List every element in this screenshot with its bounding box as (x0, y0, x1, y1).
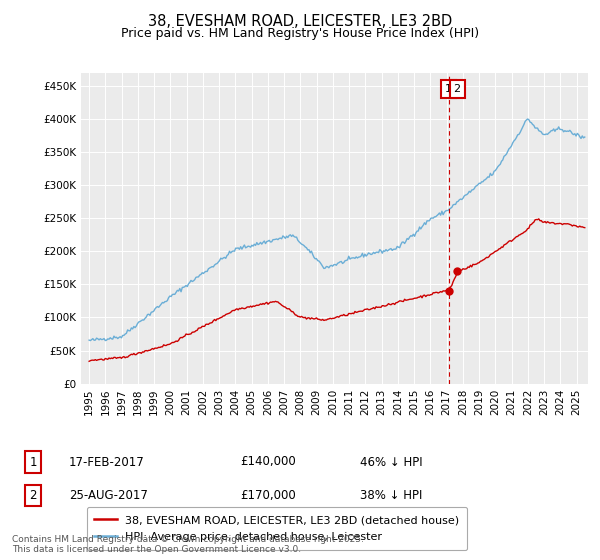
Text: £140,000: £140,000 (240, 455, 296, 469)
Text: 2: 2 (29, 489, 37, 502)
Text: 2: 2 (454, 85, 461, 94)
Text: Contains HM Land Registry data © Crown copyright and database right 2025.
This d: Contains HM Land Registry data © Crown c… (12, 535, 364, 554)
Text: 25-AUG-2017: 25-AUG-2017 (69, 489, 148, 502)
Text: 38, EVESHAM ROAD, LEICESTER, LE3 2BD: 38, EVESHAM ROAD, LEICESTER, LE3 2BD (148, 14, 452, 29)
Text: 1: 1 (445, 85, 452, 94)
Text: 46% ↓ HPI: 46% ↓ HPI (360, 455, 422, 469)
Text: 38% ↓ HPI: 38% ↓ HPI (360, 489, 422, 502)
Text: 1: 1 (29, 455, 37, 469)
Text: £170,000: £170,000 (240, 489, 296, 502)
Text: 17-FEB-2017: 17-FEB-2017 (69, 455, 145, 469)
Text: Price paid vs. HM Land Registry's House Price Index (HPI): Price paid vs. HM Land Registry's House … (121, 27, 479, 40)
Legend: 38, EVESHAM ROAD, LEICESTER, LE3 2BD (detached house), HPI: Average price, detac: 38, EVESHAM ROAD, LEICESTER, LE3 2BD (de… (86, 507, 467, 550)
